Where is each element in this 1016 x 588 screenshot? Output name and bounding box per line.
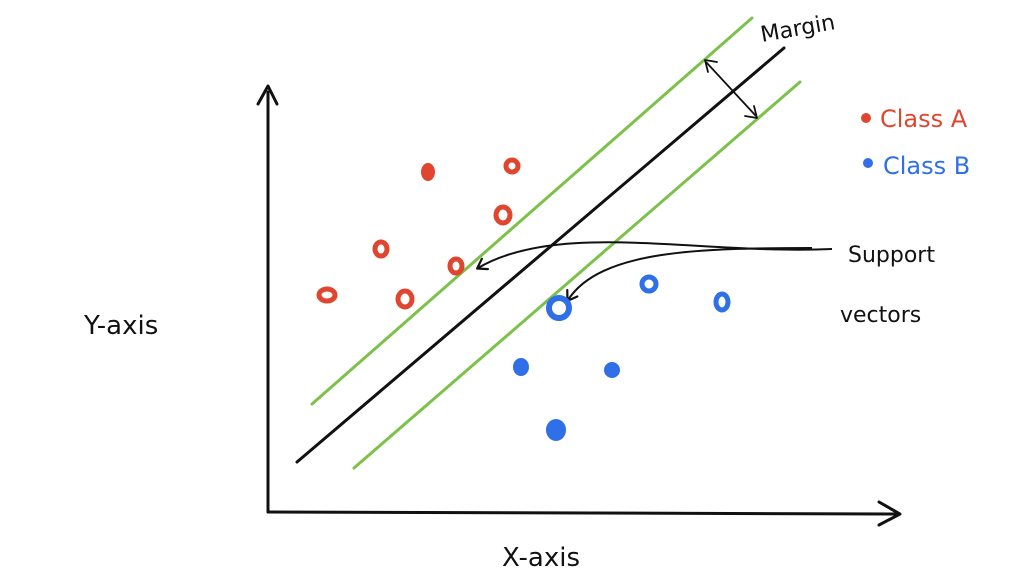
class-b-point xyxy=(546,295,572,321)
x-axis-line xyxy=(266,510,898,516)
class-a-point xyxy=(316,286,338,304)
hyperplane-line xyxy=(295,46,786,464)
legend: Class A Class B xyxy=(861,105,970,180)
pointer-to-class-a xyxy=(478,241,833,268)
legend-class-a-dot xyxy=(861,113,871,123)
class-b-point xyxy=(713,291,731,313)
class-a-point xyxy=(503,157,521,175)
class-a-point xyxy=(395,288,415,310)
margin-label: Margin xyxy=(759,10,837,48)
x-axis-arrowhead xyxy=(877,500,902,527)
class-b-points xyxy=(513,274,731,441)
margin-arrow xyxy=(704,59,758,119)
class-a-point xyxy=(421,163,435,181)
x-axis-label: X-axis xyxy=(502,543,580,573)
legend-class-a-label: Class A xyxy=(880,105,968,133)
support-vectors-label-line2: vectors xyxy=(840,303,921,328)
legend-class-b-dot xyxy=(863,158,873,168)
class-a-point xyxy=(372,239,390,259)
class-b-point xyxy=(604,362,620,378)
class-b-point xyxy=(513,358,529,376)
class-a-point xyxy=(447,256,465,276)
pointer-to-class-b xyxy=(568,247,813,300)
support-vectors-label-line1: Support xyxy=(848,243,935,268)
class-a-point xyxy=(493,204,513,226)
upper-margin-line xyxy=(310,16,754,406)
support-vector-pointers xyxy=(478,241,833,300)
lower-margin-line xyxy=(352,80,802,470)
class-b-point xyxy=(639,274,659,294)
separator xyxy=(295,16,802,470)
class-a-points xyxy=(316,157,521,310)
class-b-point xyxy=(546,419,566,441)
legend-class-b-label: Class B xyxy=(883,152,970,180)
axes xyxy=(256,84,902,527)
y-axis-arrowhead xyxy=(256,84,279,106)
y-axis-label: Y-axis xyxy=(83,311,158,341)
